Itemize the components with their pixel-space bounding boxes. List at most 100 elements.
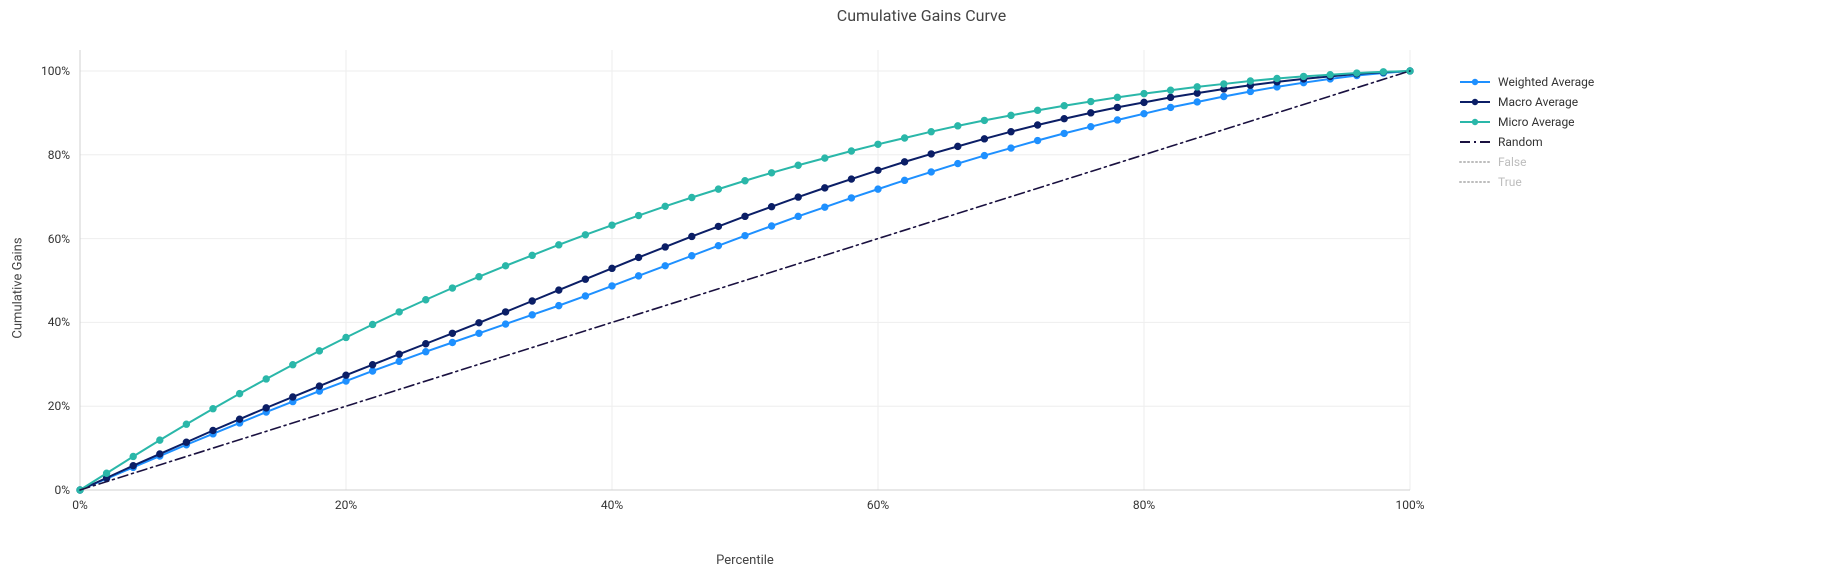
series-marker-weighted bbox=[609, 283, 615, 289]
series-marker-weighted bbox=[556, 302, 562, 308]
series-marker-weighted bbox=[635, 273, 641, 279]
series-marker-micro bbox=[556, 242, 562, 248]
series-marker-macro bbox=[609, 265, 615, 271]
series-line-random bbox=[80, 71, 1410, 490]
series-marker-weighted bbox=[423, 349, 429, 355]
series-marker-micro bbox=[396, 309, 402, 315]
series-marker-macro bbox=[742, 213, 748, 219]
series-marker-macro bbox=[689, 233, 695, 239]
series-marker-micro bbox=[1380, 69, 1386, 75]
series-marker-macro bbox=[848, 176, 854, 182]
chart-page: Cumulative Gains Curve Cumulative Gains … bbox=[0, 0, 1843, 576]
series-marker-micro bbox=[955, 123, 961, 129]
series-marker-weighted bbox=[1034, 137, 1040, 143]
series-marker-micro bbox=[1327, 72, 1333, 78]
legend-item-macro[interactable]: Macro Average bbox=[1460, 92, 1594, 112]
series-marker-macro bbox=[1194, 90, 1200, 96]
series-marker-macro bbox=[210, 427, 216, 433]
y-tick-label: 40% bbox=[10, 315, 70, 329]
x-tick-label: 100% bbox=[1395, 498, 1424, 512]
y-tick-labels: 0%20%40%60%80%100% bbox=[0, 50, 70, 490]
x-tick-labels: 0%20%40%60%80%100% bbox=[80, 498, 1410, 518]
series-marker-micro bbox=[529, 252, 535, 258]
series-marker-macro bbox=[822, 185, 828, 191]
series-marker-weighted bbox=[449, 339, 455, 345]
series-marker-micro bbox=[1194, 84, 1200, 90]
series-marker-micro bbox=[157, 437, 163, 443]
series-marker-weighted bbox=[715, 242, 721, 248]
series-marker-weighted bbox=[582, 293, 588, 299]
series-marker-macro bbox=[183, 439, 189, 445]
series-marker-weighted bbox=[1008, 145, 1014, 151]
series-marker-weighted bbox=[1141, 110, 1147, 116]
series-marker-weighted bbox=[369, 368, 375, 374]
series-marker-macro bbox=[981, 136, 987, 142]
series-marker-weighted bbox=[795, 213, 801, 219]
series-marker-macro bbox=[316, 383, 322, 389]
series-marker-macro bbox=[1008, 129, 1014, 135]
series-marker-micro bbox=[662, 203, 668, 209]
series-marker-macro bbox=[901, 159, 907, 165]
legend-item-micro[interactable]: Micro Average bbox=[1460, 112, 1594, 132]
legend-label-weighted: Weighted Average bbox=[1498, 75, 1594, 89]
y-tick-label: 80% bbox=[10, 148, 70, 162]
series-marker-weighted bbox=[396, 358, 402, 364]
series-marker-macro bbox=[502, 309, 508, 315]
plot-area bbox=[80, 50, 1410, 490]
series-marker-micro bbox=[795, 162, 801, 168]
series-marker-macro bbox=[423, 341, 429, 347]
series-marker-weighted bbox=[689, 253, 695, 259]
series-marker-macro bbox=[396, 351, 402, 357]
x-axis-label: Percentile bbox=[80, 553, 1410, 568]
series-marker-micro bbox=[1114, 94, 1120, 100]
series-marker-weighted bbox=[822, 204, 828, 210]
legend-item-weighted[interactable]: Weighted Average bbox=[1460, 72, 1594, 92]
series-marker-macro bbox=[1141, 99, 1147, 105]
series-marker-micro bbox=[635, 212, 641, 218]
series-marker-weighted bbox=[955, 160, 961, 166]
series-marker-macro bbox=[768, 204, 774, 210]
legend-item-true[interactable]: True bbox=[1460, 172, 1594, 192]
series-marker-micro bbox=[1008, 112, 1014, 118]
series-marker-weighted bbox=[848, 195, 854, 201]
series-marker-micro bbox=[236, 390, 242, 396]
series-marker-micro bbox=[928, 129, 934, 135]
series-marker-macro bbox=[1114, 104, 1120, 110]
legend-label-random: Random bbox=[1498, 135, 1543, 149]
series-marker-micro bbox=[1034, 107, 1040, 113]
series-marker-macro bbox=[130, 462, 136, 468]
series-marker-macro bbox=[715, 223, 721, 229]
series-marker-weighted bbox=[476, 330, 482, 336]
series-marker-weighted bbox=[768, 223, 774, 229]
series-marker-macro bbox=[263, 405, 269, 411]
series-marker-macro bbox=[529, 298, 535, 304]
series-marker-weighted bbox=[662, 263, 668, 269]
series-marker-weighted bbox=[1221, 93, 1227, 99]
y-tick-label: 100% bbox=[10, 64, 70, 78]
series-marker-macro bbox=[928, 151, 934, 157]
series-marker-macro bbox=[875, 167, 881, 173]
series-marker-weighted bbox=[1088, 123, 1094, 129]
series-marker-micro bbox=[901, 135, 907, 141]
series-marker-macro bbox=[476, 320, 482, 326]
y-tick-label: 60% bbox=[10, 232, 70, 246]
series-marker-micro bbox=[1300, 73, 1306, 79]
series-marker-micro bbox=[210, 406, 216, 412]
legend-item-false[interactable]: False bbox=[1460, 152, 1594, 172]
series-marker-micro bbox=[1247, 78, 1253, 84]
legend-item-random[interactable]: Random bbox=[1460, 132, 1594, 152]
legend-label-micro: Micro Average bbox=[1498, 115, 1575, 129]
series-marker-weighted bbox=[502, 321, 508, 327]
legend-label-true: True bbox=[1498, 175, 1522, 189]
series-marker-micro bbox=[875, 141, 881, 147]
series-marker-weighted bbox=[1061, 130, 1067, 136]
y-tick-label: 20% bbox=[10, 399, 70, 413]
series-marker-micro bbox=[316, 348, 322, 354]
series-marker-weighted bbox=[1114, 117, 1120, 123]
plot-svg bbox=[80, 50, 1410, 490]
legend-label-macro: Macro Average bbox=[1498, 95, 1578, 109]
legend-swatch-micro bbox=[1460, 115, 1490, 129]
x-tick-label: 60% bbox=[867, 498, 889, 512]
series-marker-micro bbox=[343, 334, 349, 340]
series-marker-micro bbox=[1274, 75, 1280, 81]
